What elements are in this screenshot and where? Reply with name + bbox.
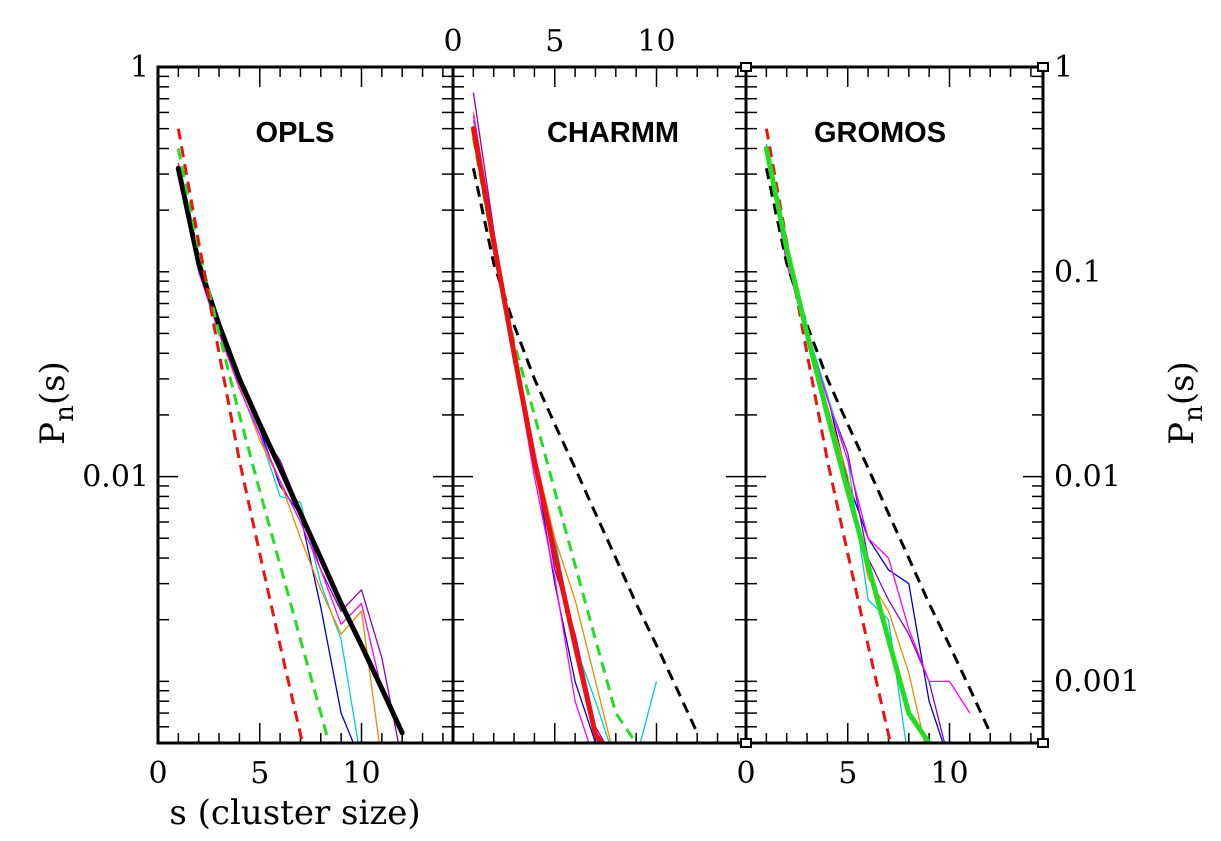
y-axis-title-part: P: [1162, 422, 1202, 445]
y-tick-label-right: 0.1: [1054, 255, 1102, 290]
text-layer: 1 1 0.1 0.01 0.01 0.001 0 5 10 0 5 10 0 5 10 OPLS CHARMM…: [33, 24, 1209, 833]
run-line: [765, 148, 946, 743]
y-axis-title-left: Pn(s): [33, 361, 80, 445]
panel-title-gromos: GROMOS: [814, 117, 946, 149]
x-tick-label: 0: [148, 756, 167, 791]
frame-layer: [156, 62, 1049, 748]
fit-line-charmm-fit: [176, 128, 304, 743]
run-line: [472, 92, 606, 743]
run-line: [177, 162, 383, 691]
y-axis-title-part: (s): [1162, 361, 1202, 405]
y-tick-label: 1: [130, 50, 149, 85]
fit-line-charmm-fit: [764, 128, 892, 743]
x-tick-label-top: 10: [637, 24, 675, 59]
corner-marker: [740, 738, 752, 748]
panel-title-charmm: CHARMM: [547, 117, 679, 149]
panel-title-opls: OPLS: [256, 117, 335, 149]
run-line: [472, 112, 597, 743]
panel-gromos-series: [763, 128, 992, 743]
x-tick-label: 0: [736, 756, 755, 791]
x-tick-label: 10: [342, 756, 380, 791]
x-tick-label: 5: [838, 756, 857, 791]
y-axis-title-part: (s): [33, 361, 73, 405]
y-axis-title-part: P: [33, 422, 73, 445]
y-tick-label-right: 1: [1054, 50, 1073, 85]
y-axis-title-part: n: [1179, 405, 1209, 422]
x-tick-label: 5: [250, 756, 269, 791]
axes-layer: [157, 66, 1043, 744]
fit-line-charmm-fit: [470, 126, 605, 743]
run-line: [765, 144, 944, 743]
corner-marker: [740, 62, 752, 72]
run-line: [472, 112, 612, 743]
fit-line-opls-fit: [175, 165, 405, 736]
y-tick-label: 0.01: [82, 460, 149, 495]
corner-marker: [1037, 738, 1049, 748]
fit-line-gromos-fit: [471, 137, 638, 743]
x-tick-label: 10: [930, 756, 968, 791]
panel-frame: [451, 65, 748, 745]
fit-line-gromos-fit: [763, 146, 932, 743]
run-line: [472, 120, 658, 743]
panel-charmm-series: [470, 92, 699, 743]
fit-line-gromos-fit: [176, 148, 331, 743]
panel-opls-series: [175, 128, 405, 743]
panel-frame: [744, 65, 1045, 745]
corner-marker: [1037, 62, 1049, 72]
fit-line-opls-fit: [471, 167, 699, 734]
y-tick-label-right: 0.001: [1054, 664, 1140, 699]
y-axis-title-part: n: [50, 405, 80, 422]
panel-frame: [156, 65, 455, 745]
x-tick-label-top: 5: [545, 24, 564, 59]
run-line: [177, 168, 400, 743]
x-axis-title: s (cluster size): [169, 793, 420, 833]
y-axis-title-right: Pn(s): [1162, 361, 1209, 445]
run-line: [765, 148, 971, 714]
x-tick-label-top: 0: [443, 24, 462, 59]
fit-line-opls-fit: [764, 167, 992, 734]
y-tick-label-right: 0.01: [1054, 460, 1121, 495]
series-layer: [175, 92, 992, 743]
